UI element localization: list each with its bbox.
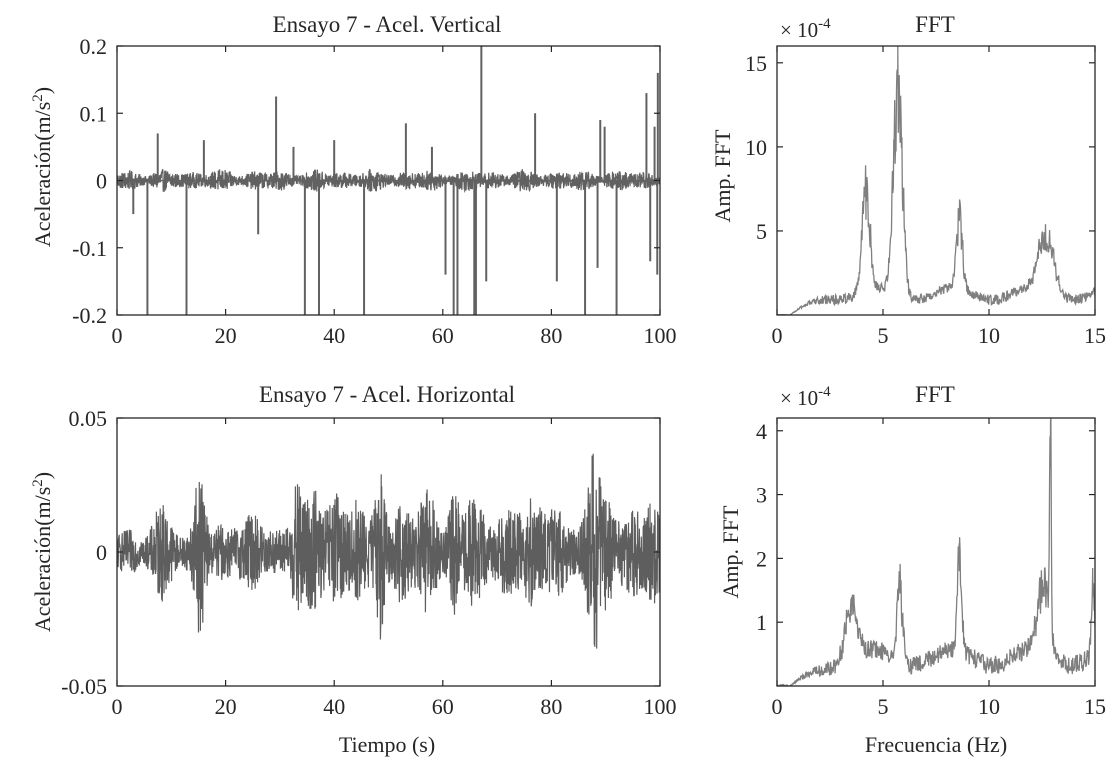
x-tick-label: 60 <box>432 694 454 719</box>
x-tick-label: 5 <box>878 694 889 719</box>
y-tick-label: -0.1 <box>72 236 107 261</box>
y-tick-label: 2 <box>756 546 767 571</box>
y-tick-label: 5 <box>756 219 767 244</box>
y-axis-label: Amp. FFT <box>718 505 743 598</box>
axes-frame <box>776 45 1096 316</box>
y-tick-label: 0 <box>96 169 107 194</box>
y-tick-label: -0.05 <box>61 674 107 699</box>
chart-title: Ensayo 7 - Acel. Horizontal <box>259 382 515 407</box>
x-tick-label: 10 <box>978 694 1000 719</box>
chart-fft-vertical: FFT Amp. FFT × 10-4 0 5 10 15 5 10 15 <box>710 12 1106 348</box>
y-tick-label: 4 <box>756 419 767 444</box>
y-tick-label: 0 <box>96 540 107 565</box>
x-tick-label: 100 <box>644 323 677 348</box>
x-tick-label: 10 <box>978 323 1000 348</box>
y-axis-label: Aceleración(m/s2) <box>30 87 55 247</box>
y-tick-label: 0.2 <box>80 34 108 59</box>
x-tick-label: 0 <box>112 694 123 719</box>
chart-horizontal-acceleration: Ensayo 7 - Acel. Horizontal Aceleración(… <box>30 382 677 757</box>
x-tick-label: 40 <box>323 323 345 348</box>
y-tick-label: 1 <box>756 610 767 635</box>
chart-title: FFT <box>915 12 955 37</box>
y-tick-label: -0.2 <box>72 303 107 328</box>
chart-title: FFT <box>915 382 955 407</box>
y-tick-label: 0.05 <box>69 406 108 431</box>
axis-multiplier: × 10-4 <box>780 384 831 410</box>
series-line <box>117 168 660 194</box>
x-tick-label: 15 <box>1084 694 1106 719</box>
axes-frame <box>776 417 1096 687</box>
x-tick-label: 60 <box>432 323 454 348</box>
x-tick-label: 0 <box>772 323 783 348</box>
y-axis-label: Aceleración(m/s2) <box>30 472 55 632</box>
x-tick-label: 0 <box>112 323 123 348</box>
y-tick-label: 15 <box>745 51 767 76</box>
x-tick-label: 15 <box>1084 323 1106 348</box>
x-tick-label: 40 <box>323 694 345 719</box>
series-line <box>777 418 1095 686</box>
y-tick-label: 0.1 <box>80 101 108 126</box>
x-axis-label: Frecuencia (Hz) <box>865 732 1007 757</box>
x-tick-label: 80 <box>540 323 562 348</box>
chart-vertical-acceleration: Ensayo 7 - Acel. Vertical Aceleración(m/… <box>30 12 677 348</box>
y-tick-label: 3 <box>756 483 767 508</box>
y-axis-label: Amp. FFT <box>710 129 735 222</box>
y-tick-label: 10 <box>745 135 767 160</box>
series-line <box>777 46 1095 315</box>
x-tick-label: 100 <box>644 694 677 719</box>
x-tick-label: 5 <box>878 323 889 348</box>
x-tick-label: 80 <box>540 694 562 719</box>
x-tick-label: 20 <box>215 323 237 348</box>
series-line <box>117 453 660 649</box>
x-axis-label: Tiempo (s) <box>339 732 435 757</box>
x-tick-label: 0 <box>772 694 783 719</box>
chart-fft-horizontal: FFT Amp. FFT × 10-4 Frecuencia (Hz) 0 5 10… <box>718 382 1106 757</box>
axis-multiplier: × 10-4 <box>780 16 831 42</box>
x-tick-label: 20 <box>215 694 237 719</box>
chart-title: Ensayo 7 - Acel. Vertical <box>273 12 502 37</box>
